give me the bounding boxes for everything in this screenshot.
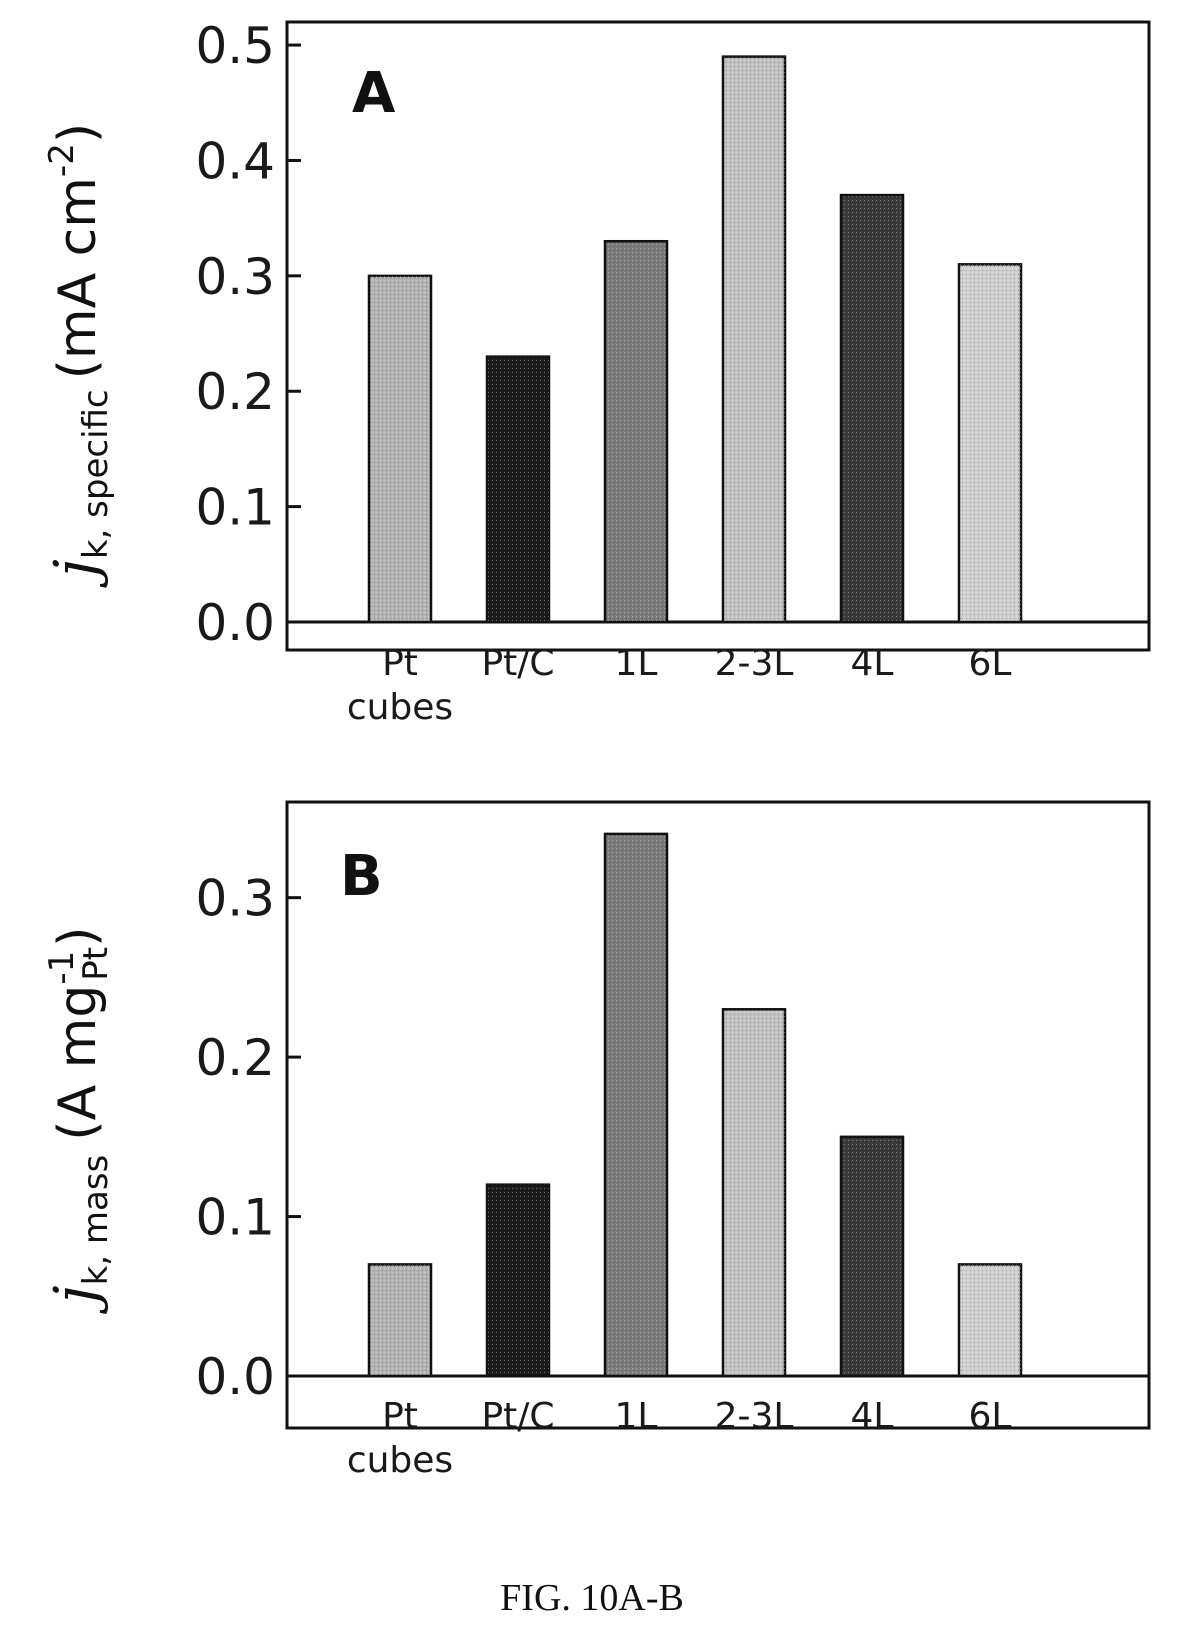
panel-label-a: A [352, 61, 396, 126]
category-label: 4L [851, 1396, 894, 1437]
bar-texture [841, 195, 903, 623]
y-tick-label: 0.0 [195, 1348, 275, 1406]
category-label: 1L [615, 643, 658, 684]
figure-caption: FIG. 10A-B [500, 1577, 684, 1619]
bar-texture [369, 1264, 431, 1376]
y-tick-label: 0.1 [195, 479, 275, 537]
y-tick-label: 0.4 [195, 132, 275, 190]
y-tick-label: 0.1 [195, 1189, 275, 1247]
y-axis-label-b-subscript: k, mass [76, 1155, 116, 1286]
category-labels-a: Pt cubes Pt/C 1L 2-3L 4L 6L [347, 643, 1012, 728]
chart-panel-b: B 0.0 0.1 0.2 0.3 Pt cubes Pt/C 1L 2-3L 4L 6L jk,… [41, 800, 1151, 1481]
y-axis-label-a: jk, specific (mA cm-2) [41, 123, 116, 588]
panel-label-b: B [340, 844, 383, 909]
bar-texture [487, 356, 549, 622]
category-label: 1L [615, 1396, 658, 1437]
category-label: 2-3L [715, 1396, 794, 1437]
bar-texture [841, 1136, 903, 1376]
category-labels-b: Pt cubes Pt/C 1L 2-3L 4L 6L [347, 1396, 1012, 1481]
y-axis-label-a-close: ) [48, 123, 108, 143]
y-tick-label: 0.5 [195, 17, 275, 75]
plot-frame-b [285, 800, 1151, 1430]
category-label: 2-3L [715, 643, 794, 684]
y-axis-label-a-symbol: j [41, 559, 109, 588]
y-ticks-b: 0.0 0.1 0.2 0.3 [195, 870, 301, 1406]
bar-texture [369, 275, 431, 622]
y-ticks-a: 0.0 0.1 0.2 0.3 0.4 0.5 [195, 17, 301, 652]
bar-texture [723, 56, 785, 623]
y-tick-label: 0.2 [195, 1029, 275, 1087]
y-axis-label-a-subscript: k, specific [76, 389, 116, 559]
bar-texture [959, 1264, 1021, 1376]
bar-texture [723, 1009, 785, 1376]
y-axis-label-b-subscript-pt: Pt [76, 947, 116, 981]
category-label: Pt cubes [347, 1396, 453, 1481]
y-axis-label-b-exponent: -1 [42, 951, 82, 985]
plot-frame-a [285, 20, 1151, 652]
bar-texture [605, 241, 667, 622]
category-label: 6L [969, 643, 1012, 684]
bar-texture [605, 833, 667, 1376]
y-axis-label-a-unit: (mA cm [48, 177, 108, 379]
y-tick-label: 0.3 [195, 870, 275, 928]
y-axis-label-b: jk, mass (A mg-1Pt) [41, 927, 116, 1315]
y-axis-label-b-close: ) [48, 927, 108, 947]
y-tick-label: 0.2 [195, 363, 275, 421]
bar-texture [487, 1184, 549, 1376]
category-label: Pt/C [481, 1396, 554, 1437]
y-axis-label-b-symbol: j [41, 1285, 109, 1314]
y-axis-label-b-unit: (A mg [48, 985, 108, 1141]
y-axis-label-a-exponent: -2 [42, 143, 82, 177]
category-label: Pt cubes [347, 643, 453, 728]
category-label: 6L [969, 1396, 1012, 1437]
chart-panel-a: A 0.0 0.1 0.2 0.3 0.4 0.5 Pt cubes Pt/C 1L 2-3L 4L… [41, 17, 1151, 728]
bars-a [287, 55, 1149, 624]
y-tick-label: 0.0 [195, 594, 275, 652]
bar-texture [959, 264, 1021, 622]
bars-b [287, 832, 1149, 1378]
category-label: Pt/C [481, 643, 554, 684]
category-label: 4L [851, 643, 894, 684]
y-tick-label: 0.3 [195, 248, 275, 306]
